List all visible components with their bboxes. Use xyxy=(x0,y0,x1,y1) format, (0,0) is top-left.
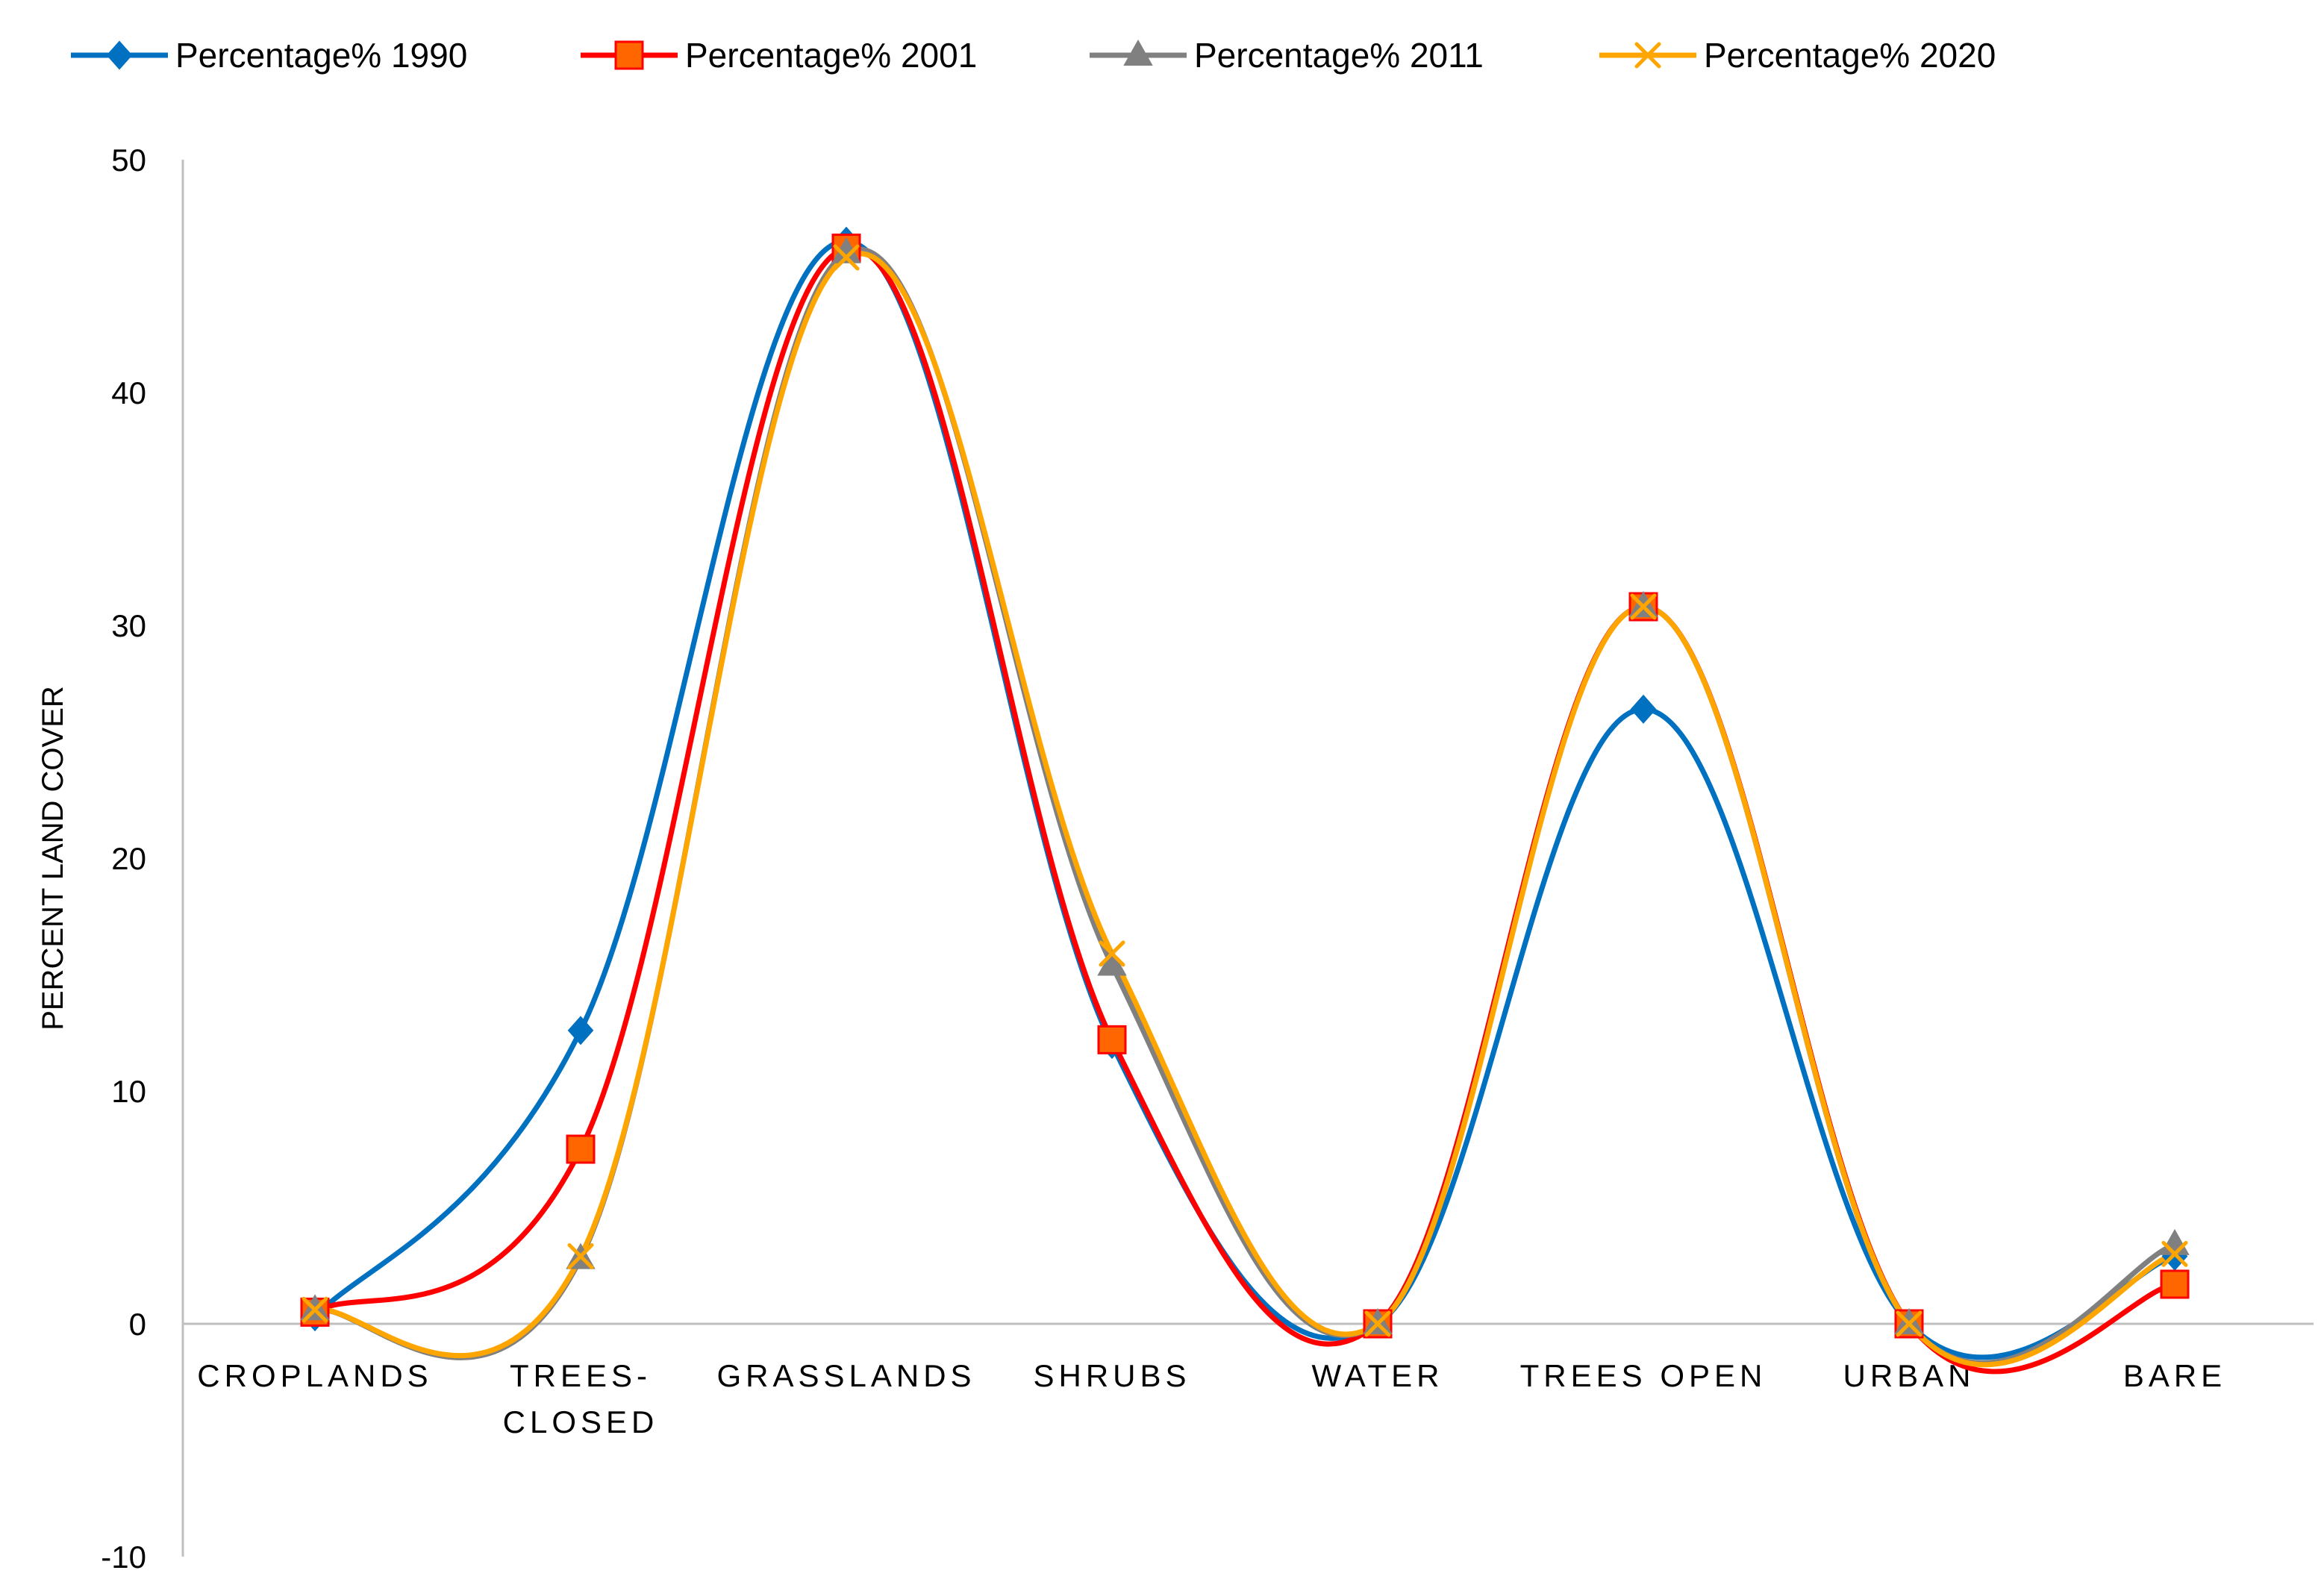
y-tick-label: 10 xyxy=(111,1074,146,1109)
data-point-percentage-2020-water xyxy=(1364,1310,1391,1337)
legend-item-percentage-2020[interactable]: Percentage% 2020 xyxy=(1599,36,1996,75)
data-point-percentage-2020-grasslands xyxy=(833,244,860,271)
y-tick-label: 0 xyxy=(129,1307,146,1342)
legend-label: Percentage% 2020 xyxy=(1704,36,1996,75)
legend-marker-square xyxy=(614,40,644,70)
data-point-percentage-1990-trees-open xyxy=(1630,694,1657,724)
data-point-percentage-2020-urban xyxy=(1896,1310,1922,1337)
series-line-percentage-2011 xyxy=(312,246,2178,1366)
y-tick-label: -10 xyxy=(101,1539,146,1575)
series-line-percentage-2001 xyxy=(312,245,2178,1375)
x-tick-label-water: WATER xyxy=(1312,1358,1444,1393)
legend-label: Percentage% 2011 xyxy=(1194,36,1484,75)
legend-item-percentage-1990[interactable]: Percentage% 1990 xyxy=(71,36,467,75)
series-line-percentage-1990 xyxy=(312,238,2178,1360)
legend-marker-diamond xyxy=(106,40,133,70)
data-point-percentage-2011-shrubs xyxy=(1097,949,1127,976)
x-tick-label-trees-open: TREES OPEN xyxy=(1520,1358,1767,1393)
legend: Percentage% 1990 Percentage% 2001 Percenta… xyxy=(71,36,1996,75)
legend-label: Percentage% 1990 xyxy=(175,36,467,75)
legend-marker-triangle xyxy=(1123,39,1153,66)
legend-item-percentage-2001[interactable]: Percentage% 2001 xyxy=(581,36,977,75)
y-tick-label: 50 xyxy=(111,143,146,178)
data-point-percentage-1990-trees-closed xyxy=(567,1016,594,1045)
data-point-percentage-2020-trees-open xyxy=(1630,593,1657,620)
data-point-percentage-2020-bare xyxy=(2161,1240,2188,1267)
y-tick-label: 40 xyxy=(111,375,146,410)
series-markers xyxy=(300,226,2190,1339)
data-point-percentage-2001-bare xyxy=(2160,1269,2190,1299)
x-tick-label-croplands: CROPLANDS xyxy=(197,1358,432,1393)
data-point-percentage-2020-shrubs xyxy=(1099,940,1125,967)
series-line-percentage-2020 xyxy=(312,251,2178,1368)
data-point-percentage-2020-trees-closed xyxy=(567,1243,594,1270)
y-axis-title: PERCENT LAND COVER xyxy=(37,686,69,1031)
data-point-percentage-2020-croplands xyxy=(302,1296,328,1323)
data-point-percentage-2001-trees-closed xyxy=(566,1134,596,1164)
series-lines xyxy=(312,238,2178,1375)
data-point-percentage-2001-shrubs xyxy=(1097,1025,1127,1054)
chart-axes: -10 0 10 20 30 40 50 PERCENT LAND COVER CROPLAND… xyxy=(37,143,2314,1575)
y-tick-label: 30 xyxy=(111,608,146,643)
x-tick-label-urban: URBAN xyxy=(1843,1358,1975,1393)
x-tick-label-grasslands: GRASSLANDS xyxy=(716,1358,975,1393)
x-tick-label-trees-closed: TREES-CLOSED xyxy=(503,1358,659,1439)
x-tick-label-shrubs: SHRUBS xyxy=(1033,1358,1190,1393)
x-tick-label-bare: BARE xyxy=(2123,1358,2226,1393)
y-tick-label: 20 xyxy=(111,841,146,876)
legend-item-percentage-2011[interactable]: Percentage% 2011 xyxy=(1090,36,1484,75)
legend-marker-x xyxy=(1634,42,1661,69)
legend-label: Percentage% 2001 xyxy=(685,36,977,75)
